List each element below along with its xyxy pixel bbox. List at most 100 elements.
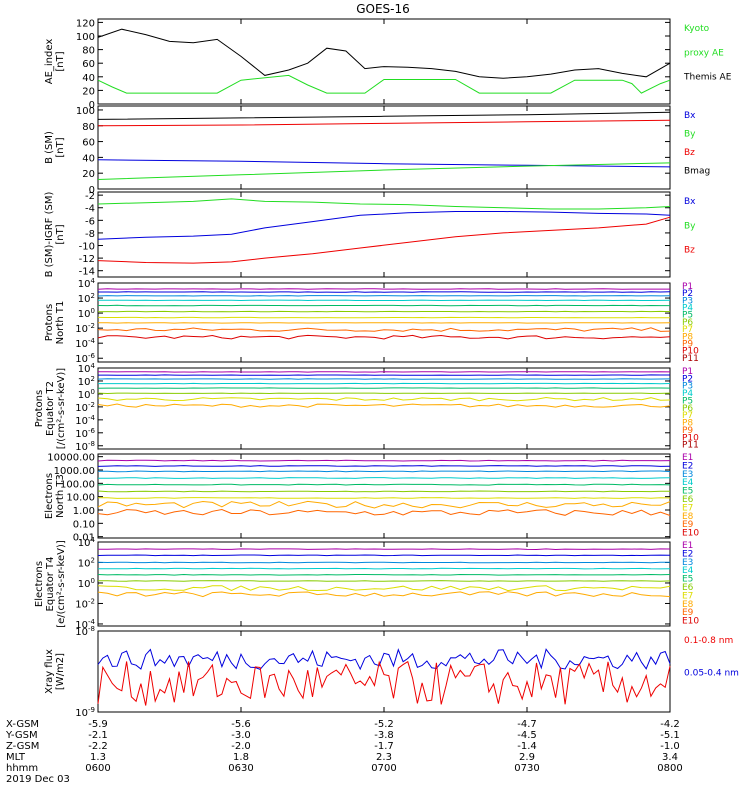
- ephemeris-value: -4.5: [517, 730, 537, 741]
- y-tick-label: 20: [82, 86, 95, 97]
- ephemeris-row-label: MLT: [6, 752, 26, 763]
- ephemeris-value: -3.0: [231, 730, 251, 741]
- flux-line-9: [97, 327, 671, 332]
- flux-line-6: [97, 580, 671, 582]
- series-themis-ae: [97, 28, 671, 79]
- y-tick-label-exp: -2: [88, 322, 95, 330]
- legend-entry: P1: [682, 367, 693, 377]
- y-tick-label: 102: [78, 556, 95, 569]
- flux-line-10: [97, 334, 671, 340]
- y-tick-label-exp: 0: [91, 577, 95, 585]
- ephemeris-value: -5.9: [88, 719, 108, 730]
- ephemeris-value: 0700: [371, 763, 396, 774]
- series-kyoto-proxy-ae: [97, 74, 671, 94]
- y-tick-label-exp: -4: [88, 618, 96, 626]
- ephemeris-value: 0800: [657, 763, 682, 774]
- ephemeris-value: -1.7: [374, 741, 394, 752]
- ephemeris-value: -5.1: [660, 730, 680, 741]
- y-axis-label: [nT]: [55, 51, 66, 71]
- legend-entry: P4: [682, 304, 693, 314]
- y-tick-label: -14: [79, 267, 95, 278]
- legend-entry: By: [684, 129, 696, 139]
- flux-line-1: [97, 548, 671, 551]
- legend-entry: E10: [682, 529, 699, 539]
- legend-entry: E2: [682, 461, 693, 471]
- y-tick-label-exp: 0: [91, 307, 95, 315]
- panel-bsm: 0 20 40 60 80 100 B (SM) [nT] Bx By Bz Bmag: [44, 105, 710, 196]
- y-tick-label: 100: [76, 32, 95, 43]
- y-axis-label: B (SM)-IGRF (SM): [44, 192, 55, 278]
- legend-entry: P8: [682, 332, 693, 342]
- legend-entry: P5: [682, 397, 693, 407]
- y-tick-label: -2: [85, 191, 95, 202]
- ephemeris-value: -1.0: [660, 741, 680, 752]
- y-tick-label: 10-4: [75, 414, 95, 427]
- series-bx: [97, 211, 671, 240]
- y-tick-label: -6: [85, 216, 95, 227]
- flux-line-8: [97, 403, 671, 408]
- ephemeris-value: 3.4: [662, 752, 678, 763]
- series-bmag: [97, 111, 671, 120]
- y-tick-label-exp: 4: [91, 362, 96, 370]
- legend-entry: P10: [682, 433, 699, 443]
- ephemeris-value: 0630: [228, 763, 253, 774]
- y-tick-label: 10-4: [75, 337, 95, 350]
- y-axis-label: North T1: [55, 301, 66, 345]
- y-tick-label-exp: -2: [88, 597, 95, 605]
- legend-entry: E3: [682, 558, 693, 568]
- legend-entry: P7: [682, 325, 693, 335]
- flux-line-7: [97, 396, 671, 402]
- y-tick-label: -8: [85, 229, 95, 240]
- y-tick-label: 60: [82, 59, 95, 70]
- flux-line-2: [97, 465, 671, 467]
- y-tick-label-exp: 2: [91, 556, 95, 564]
- flux-line-7: [97, 585, 671, 592]
- flux-line-4: [97, 477, 671, 479]
- panel-frame: [97, 18, 671, 105]
- ephemeris-value: -2.2: [88, 741, 108, 752]
- ephemeris-value: -4.7: [517, 719, 537, 730]
- legend-entry: E6: [682, 495, 694, 505]
- legend-entry: P3: [682, 382, 693, 392]
- y-axis-label: [nT]: [55, 137, 66, 157]
- y-axis-label: Equator T2: [45, 381, 56, 436]
- flux-line-5: [97, 573, 671, 576]
- panel-xray: 10-8 10-9 Xray flux [W/m2] 0.1-0.8 nm 0.05-0.…: [44, 625, 739, 719]
- ephemeris-date: 2019 Dec 03: [6, 774, 70, 785]
- legend-entry: Bx: [684, 111, 696, 121]
- legend-entry: P6: [682, 318, 693, 328]
- y-tick-label: 60: [82, 138, 95, 149]
- y-tick-label: 0: [89, 100, 95, 111]
- legend-entry: By: [684, 221, 696, 231]
- legend-entry: E9: [682, 608, 694, 618]
- y-tick-label: 40: [82, 153, 95, 164]
- y-axis-label: Equator T4: [45, 557, 56, 612]
- legend-entry: E7: [682, 503, 693, 513]
- flux-line-3: [97, 561, 670, 564]
- y-tick-label-exp: -4: [88, 337, 96, 345]
- y-axis-label: [/(cm²-s-sr-keV)]: [56, 368, 67, 449]
- legend-entry: E5: [682, 575, 693, 585]
- legend-entry: Bmag: [684, 166, 710, 176]
- legend: Kyoto proxy AE Themis AE: [683, 24, 732, 83]
- legend-entry: P9: [682, 340, 693, 350]
- y-tick-label: 100: [78, 577, 95, 590]
- ephemeris-value: 2.3: [376, 752, 392, 763]
- legend-entry: P2: [682, 289, 693, 299]
- y-axis-label: [nT]: [55, 224, 66, 244]
- y-tick-label: 100: [78, 388, 95, 401]
- y-axis-label: Xray flux: [44, 649, 55, 694]
- ephemeris-value: -2.1: [88, 730, 108, 741]
- ephemeris-value: -5.2: [374, 719, 394, 730]
- series-bz: [97, 216, 671, 264]
- y-tick-label: 100: [78, 307, 95, 320]
- y-tick-label-exp: -4: [88, 414, 96, 422]
- y-tick-label: 102: [78, 375, 95, 388]
- ephemeris-row-label: Z-GSM: [6, 741, 39, 752]
- panel-ae: 0 20 40 60 80 100 120 AE_index [nT] Kyoto proxy AE…: [44, 18, 732, 111]
- figure-title: GOES-16: [356, 2, 410, 16]
